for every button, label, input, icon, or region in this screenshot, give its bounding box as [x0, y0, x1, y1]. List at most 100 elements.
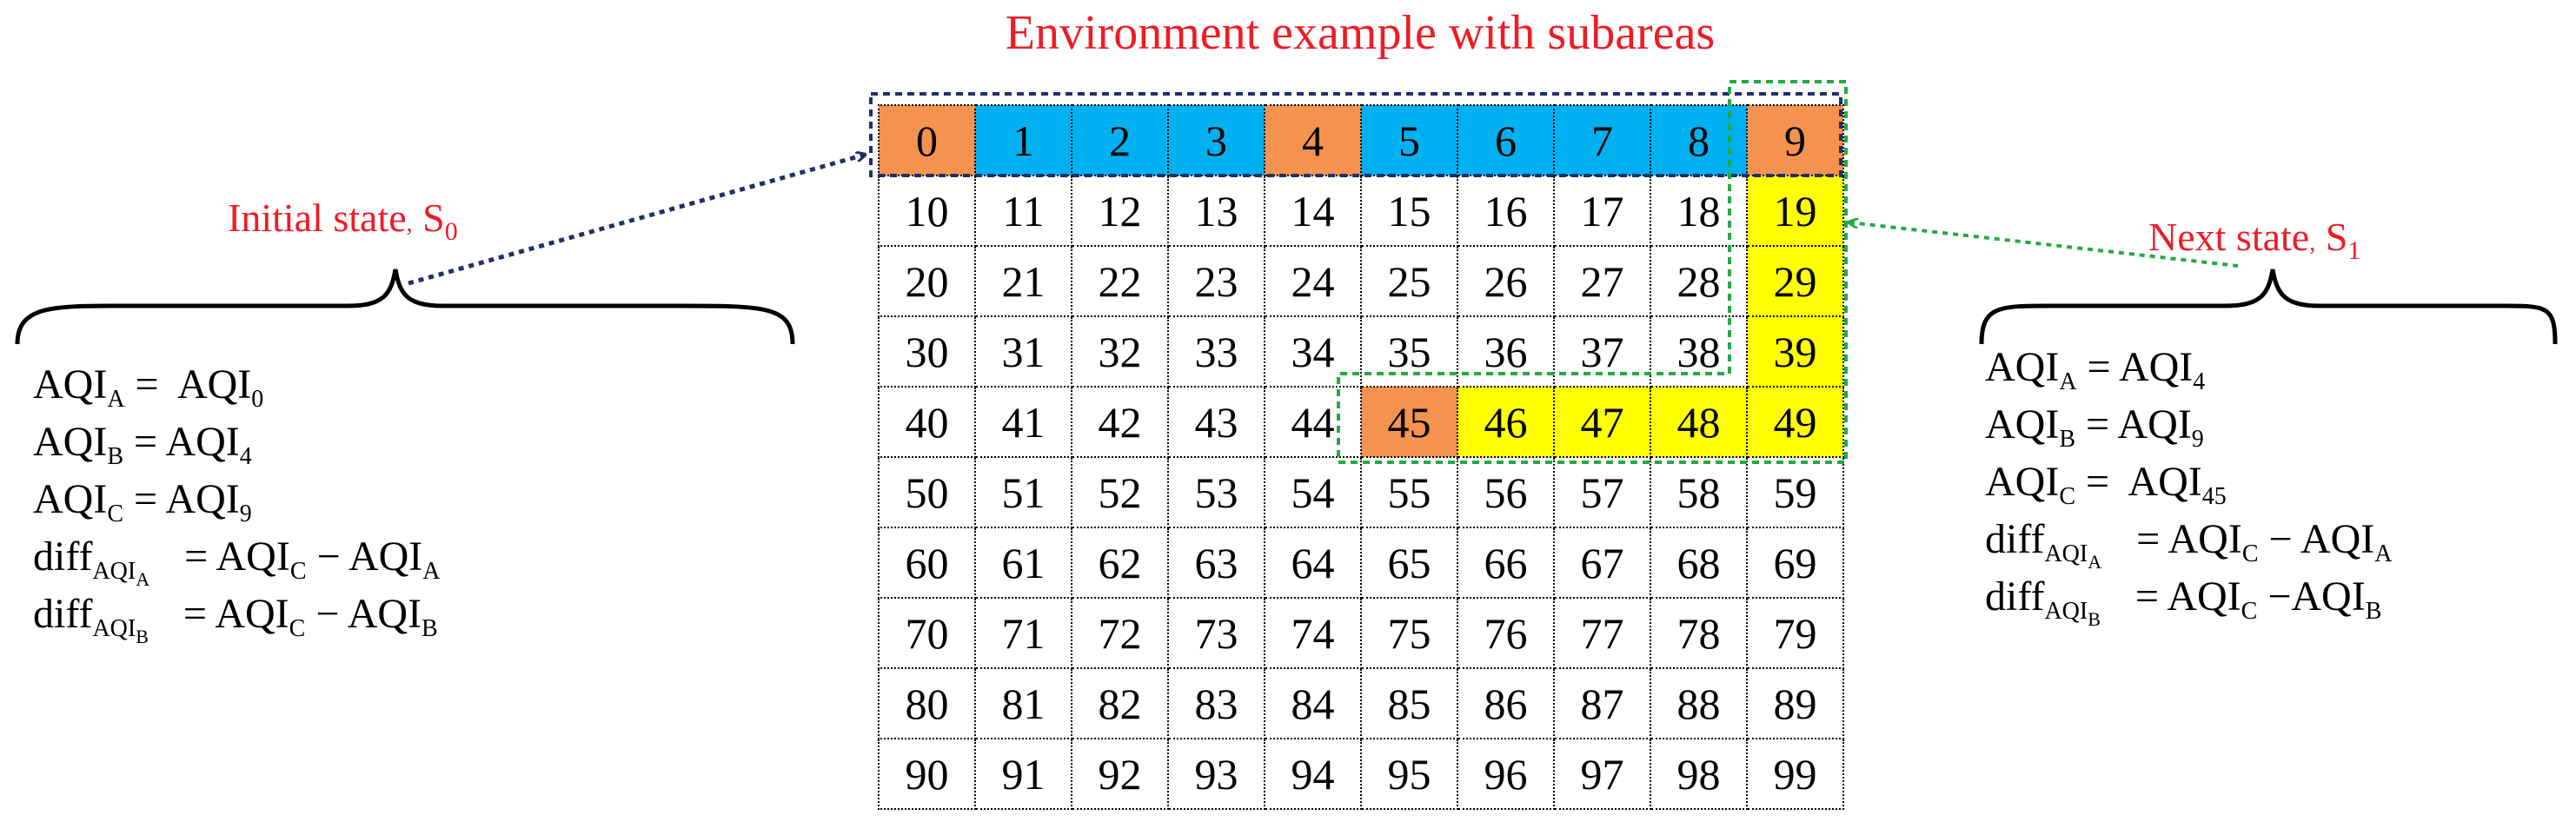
- grid-cell: 71: [974, 597, 1072, 669]
- next-state-arrow: [1849, 222, 2239, 268]
- grid-cell: 65: [1360, 527, 1458, 599]
- grid-cell: 51: [974, 456, 1072, 528]
- grid-row: 90 91 92 93 94 95 96 97 98 99: [878, 738, 1844, 810]
- grid-cell: 28: [1650, 245, 1748, 317]
- next-diff-a: diffAQIA = AQIC − AQIA: [1985, 516, 2393, 573]
- grid-cell: 25: [1360, 245, 1458, 317]
- grid-cell: 92: [1071, 738, 1169, 810]
- grid-cell: 78: [1650, 597, 1748, 669]
- grid-cell: 35: [1360, 315, 1458, 388]
- grid-cell: 68: [1650, 527, 1748, 599]
- initial-eq-a: AQIA = AQI0: [33, 361, 264, 413]
- grid-cell: 9: [1746, 104, 1844, 176]
- grid-cell: 4: [1264, 104, 1362, 176]
- diagram-title: Environment example with subareas: [1005, 6, 1716, 60]
- grid-cell: 91: [974, 738, 1072, 810]
- initial-state-label: Initial state, S0: [228, 196, 458, 247]
- next-diff-b: diffAQIB = AQIC −AQIB: [1985, 573, 2382, 630]
- initial-diff-b: diffAQIB = AQIC − AQIB: [33, 591, 438, 647]
- grid-cell: 32: [1071, 315, 1169, 388]
- grid-cell: 85: [1360, 667, 1458, 739]
- grid-cell: 54: [1264, 456, 1362, 528]
- grid-cell: 16: [1457, 175, 1555, 247]
- grid-cell: 95: [1360, 738, 1458, 810]
- next-state-brace: [1979, 268, 2558, 345]
- grid-cell: 56: [1457, 456, 1555, 528]
- grid-cell: 64: [1264, 527, 1362, 599]
- grid-cell: 80: [878, 667, 976, 739]
- grid-row: 40 41 42 43 44 45 46 47 48 49: [878, 386, 1844, 458]
- grid-row: 10 11 12 13 14 15 16 17 18 19: [878, 175, 1844, 247]
- grid-cell: 24: [1264, 245, 1362, 317]
- grid-cell: 88: [1650, 667, 1748, 739]
- grid-cell: 62: [1071, 527, 1169, 599]
- initial-state-brace: [15, 268, 795, 345]
- grid-cell: 79: [1746, 597, 1844, 669]
- grid-cell: 70: [878, 597, 976, 669]
- grid-cell: 38: [1650, 315, 1748, 388]
- next-state-label: Next state, S1: [2148, 215, 2361, 266]
- grid-cell: 42: [1071, 386, 1169, 458]
- grid-cell: 81: [974, 667, 1072, 739]
- initial-eq-c: AQIC = AQI9: [33, 476, 252, 527]
- grid-cell: 18: [1650, 175, 1748, 247]
- grid-cell: 66: [1457, 527, 1555, 599]
- grid-cell: 73: [1167, 597, 1265, 669]
- next-eq-b: AQIB = AQI9: [1985, 401, 2204, 453]
- grid-cell: 10: [878, 175, 976, 247]
- grid-cell: 63: [1167, 527, 1265, 599]
- grid-cell: 0: [878, 104, 976, 176]
- environment-grid: 0 1 2 3 4 5 6 7 8 9 10 11 12 13 14 15 16 17 18 19 20 21 22 23 24…: [878, 104, 1844, 810]
- grid-row: 20 21 22 23 24 25 26 27 28 29: [878, 245, 1844, 317]
- grid-cell: 82: [1071, 667, 1169, 739]
- next-eq-a: AQIA = AQI4: [1985, 344, 2206, 395]
- initial-state-row-box: [869, 92, 1842, 177]
- grid-cell: 36: [1457, 315, 1555, 388]
- grid-cell: 93: [1167, 738, 1265, 810]
- grid-cell: 49: [1746, 386, 1844, 458]
- grid-cell: 21: [974, 245, 1072, 317]
- grid-cell: 46: [1457, 386, 1555, 458]
- grid-cell: 34: [1264, 315, 1362, 388]
- initial-eq-b: AQIB = AQI4: [33, 419, 252, 470]
- grid-cell: 27: [1553, 245, 1651, 317]
- grid-cell: 48: [1650, 386, 1748, 458]
- grid-cell: 97: [1553, 738, 1651, 810]
- grid-cell: 89: [1746, 667, 1844, 739]
- grid-cell: 59: [1746, 456, 1844, 528]
- grid-cell: 44: [1264, 386, 1362, 458]
- grid-cell: 26: [1457, 245, 1555, 317]
- grid-cell: 2: [1071, 104, 1169, 176]
- grid-cell: 45: [1360, 386, 1458, 458]
- grid-cell: 77: [1553, 597, 1651, 669]
- grid-cell: 23: [1167, 245, 1265, 317]
- grid-cell: 12: [1071, 175, 1169, 247]
- grid-row: 60 61 62 63 64 65 66 67 68 69: [878, 527, 1844, 599]
- grid-cell: 3: [1167, 104, 1265, 176]
- grid-cell: 60: [878, 527, 976, 599]
- grid-cell: 83: [1167, 667, 1265, 739]
- initial-diff-a: diffAQIA = AQIC − AQIA: [33, 534, 441, 590]
- grid-cell: 98: [1650, 738, 1748, 810]
- grid-cell: 50: [878, 456, 976, 528]
- grid-cell: 41: [974, 386, 1072, 458]
- grid-cell: 52: [1071, 456, 1169, 528]
- grid-cell: 15: [1360, 175, 1458, 247]
- grid-cell: 99: [1746, 738, 1844, 810]
- grid-cell: 84: [1264, 667, 1362, 739]
- grid-cell: 13: [1167, 175, 1265, 247]
- grid-cell: 6: [1457, 104, 1555, 176]
- grid-cell: 40: [878, 386, 976, 458]
- grid-cell: 87: [1553, 667, 1651, 739]
- grid-cell: 33: [1167, 315, 1265, 388]
- next-eq-c: AQIC = AQI45: [1985, 459, 2227, 510]
- grid-cell: 5: [1360, 104, 1458, 176]
- next-state-equations: AQIA = AQI4 AQIB = AQI9 AQIC = AQI45 dif…: [1985, 339, 2393, 630]
- grid-cell: 29: [1746, 245, 1844, 317]
- grid-cell: 76: [1457, 597, 1555, 669]
- grid-cell: 67: [1553, 527, 1651, 599]
- grid-cell: 43: [1167, 386, 1265, 458]
- grid-cell: 94: [1264, 738, 1362, 810]
